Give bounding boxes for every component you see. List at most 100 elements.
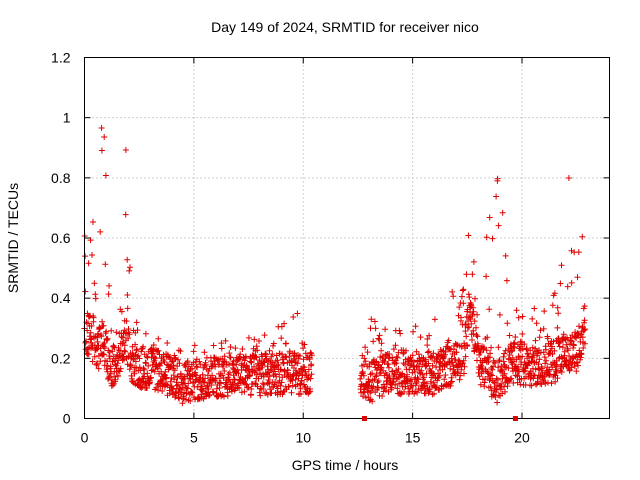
data-point <box>579 233 586 240</box>
data-point <box>109 382 116 389</box>
data-point <box>555 310 562 317</box>
data-point <box>477 349 484 356</box>
data-point <box>232 345 239 352</box>
data-point <box>372 325 379 332</box>
data-point <box>102 261 109 268</box>
data-point <box>142 359 149 366</box>
data-point <box>415 351 422 358</box>
data-point <box>458 343 465 350</box>
data-point <box>561 348 568 355</box>
data-point <box>171 367 178 374</box>
data-point <box>490 363 497 370</box>
data-point <box>537 327 544 334</box>
data-point <box>97 228 104 235</box>
data-point <box>424 349 431 356</box>
data-point <box>90 314 97 321</box>
data-point <box>472 295 478 302</box>
data-point <box>466 324 472 331</box>
data-point <box>449 288 456 295</box>
data-point <box>91 280 98 287</box>
data-point <box>276 371 283 378</box>
data-point <box>458 314 464 321</box>
data-point <box>104 335 111 342</box>
data-point <box>486 306 493 313</box>
data-point <box>196 378 203 385</box>
data-point <box>495 222 502 229</box>
data-point <box>445 337 452 344</box>
data-point <box>470 330 477 337</box>
data-point <box>378 340 385 347</box>
data-point <box>568 338 575 345</box>
data-point <box>145 362 152 369</box>
data-point <box>268 353 275 360</box>
gap-marker <box>512 416 518 421</box>
data-point <box>507 376 514 383</box>
data-point <box>371 376 378 383</box>
data-point <box>164 361 170 368</box>
data-point <box>575 249 582 256</box>
data-point <box>291 350 298 357</box>
data-point <box>171 352 178 359</box>
data-point <box>470 308 477 315</box>
data-point <box>412 323 419 330</box>
data-point <box>551 347 558 354</box>
data-point <box>280 360 287 367</box>
data-point <box>542 346 549 353</box>
data-point <box>442 372 449 378</box>
data-point <box>426 386 433 393</box>
data-point <box>564 283 571 290</box>
data-point <box>148 367 155 374</box>
data-point <box>300 356 307 363</box>
data-point <box>163 381 170 388</box>
data-point <box>492 359 499 366</box>
y-tick-label: 1.2 <box>51 50 71 66</box>
data-point <box>486 214 493 221</box>
data-point <box>272 379 279 386</box>
data-point <box>136 355 143 362</box>
data-point <box>394 354 401 361</box>
data-point <box>447 379 454 386</box>
data-point <box>357 375 364 382</box>
data-point <box>534 350 541 357</box>
data-point <box>251 363 257 370</box>
data-point <box>430 350 437 357</box>
data-point <box>118 334 125 340</box>
data-point <box>488 344 495 351</box>
data-point <box>297 391 304 397</box>
data-point <box>487 383 494 390</box>
data-point <box>275 361 282 368</box>
data-point <box>263 351 269 358</box>
data-point <box>241 388 248 395</box>
data-point <box>170 362 177 369</box>
data-point <box>198 391 205 398</box>
data-point <box>378 364 385 371</box>
data-point <box>305 366 312 373</box>
data-point <box>386 351 393 357</box>
data-point <box>194 364 201 371</box>
data-point <box>426 332 433 339</box>
data-point <box>283 354 290 361</box>
data-point <box>113 329 120 336</box>
data-point <box>239 346 246 352</box>
data-point <box>266 380 273 387</box>
data-point <box>469 337 475 343</box>
data-point <box>121 347 128 354</box>
data-point <box>410 328 417 335</box>
data-point <box>274 385 281 392</box>
data-point <box>147 374 154 381</box>
data-point <box>308 371 315 378</box>
data-point <box>191 342 198 349</box>
data-point <box>414 389 421 396</box>
data-point <box>190 348 197 355</box>
data-point <box>248 359 255 366</box>
data-point <box>155 387 162 394</box>
data-point <box>554 324 561 331</box>
data-point <box>578 351 585 358</box>
data-point <box>487 350 494 357</box>
data-point <box>460 357 467 364</box>
data-point <box>226 361 232 368</box>
data-point <box>419 361 426 368</box>
data-point <box>459 293 465 300</box>
data-point <box>158 360 164 367</box>
data-point <box>375 335 382 342</box>
